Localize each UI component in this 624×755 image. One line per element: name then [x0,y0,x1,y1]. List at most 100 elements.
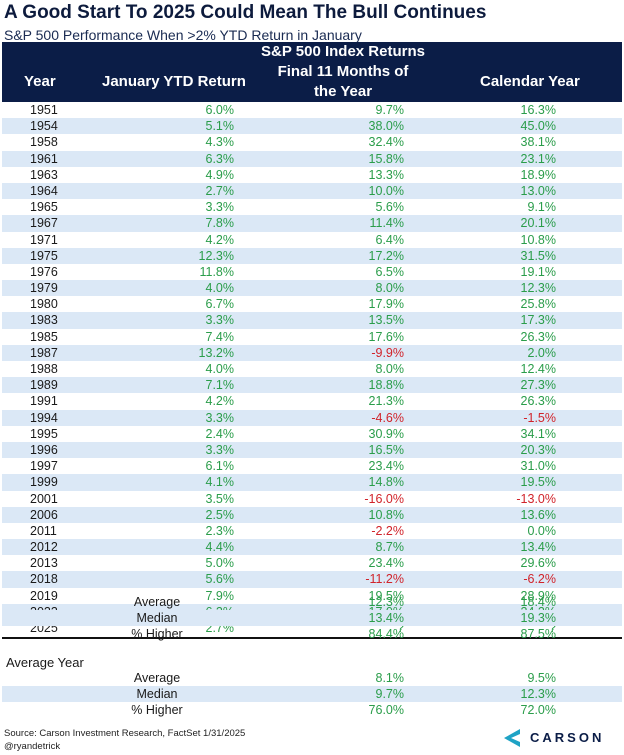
header-year: Year [24,73,56,90]
final-11-months-cell: 18.8% [368,378,404,393]
year-cell: 1963 [30,167,58,182]
january-return-cell: 2.4% [205,426,235,441]
header-group-line1: S&P 500 Index Returns [261,43,425,60]
year-cell: 1991 [30,394,58,409]
year-cell: 1999 [30,475,58,490]
final-11-months-cell: -4.6% [371,410,404,425]
january-return-cell: 3.3% [205,313,235,328]
table-row: 1951 6.0% 9.7% 16.3% [2,102,622,118]
year-cell: 1995 [30,426,58,441]
final-11-months-cell: 9.7% [375,103,405,117]
table-row: 2012 4.4% 8.7% 13.4% [2,539,622,556]
calendar-year-cell: 26.3% [520,329,556,344]
table-row: 2011 2.3% -2.2% 0.0% [2,523,622,539]
january-return-cell: 4.0% [205,362,235,376]
calendar-year-cell: -13.0% [516,491,556,506]
calendar-year-cell: 13.6% [520,507,556,522]
table-row: 1971 4.2% 6.4% 10.8% [2,232,622,248]
calendar-year-cell: 27.3% [520,378,556,393]
summary-calendar-value: 12.3% [520,687,556,701]
final-11-months-cell: 23.4% [368,459,404,474]
final-11-months-cell: 8.7% [375,540,405,555]
page-title: A Good Start To 2025 Could Mean The Bull… [4,2,487,23]
final-11-months-cell: 17.6% [368,329,404,344]
year-cell: 1989 [30,378,58,393]
table-row: 1991 4.2% 21.3% 26.3% [2,393,622,409]
year-cell: 1988 [30,362,58,376]
january-return-cell: 7.1% [205,378,235,393]
table-row: 1996 3.3% 16.5% 20.3% [2,441,622,459]
final-11-months-cell: 10.0% [368,183,404,198]
table-row: 1965 3.3% 5.6% 9.1% [2,199,622,215]
summary-final-11-value: 76.0% [368,703,404,717]
final-11-months-cell: 16.5% [368,442,404,457]
january-return-cell: 5.6% [205,572,235,587]
calendar-year-cell: 10.8% [520,232,556,247]
january-return-cell: 11.8% [199,264,234,279]
calendar-year-cell: 16.3% [520,103,556,117]
calendar-year-cell: -6.2% [523,572,556,587]
year-cell: 1985 [30,329,58,344]
final-11-months-cell: -16.0% [364,491,404,506]
summary-calendar-value: 18.4% [520,595,556,609]
summary-row: % Higher 76.0% 72.0% [2,702,622,718]
summary-calendar-value: 72.0% [520,703,556,717]
january-return-cell: 4.1% [205,475,235,490]
table-row: 1958 4.3% 32.4% 38.1% [2,134,622,150]
final-11-months-cell: -2.2% [371,523,404,538]
summary-label: % Higher [131,627,183,641]
calendar-year-cell: ? [549,621,556,635]
january-return-cell: 5.1% [205,119,235,134]
summary-row: Median 13.4% 19.3% [2,610,622,626]
calendar-year-cell: 26.3% [520,394,556,409]
returns-table: 1951 6.0% 9.7% 16.3% 1954 5.1% 38.0% 45.0% 1958 4… [2,102,622,636]
year-cell: 1987 [30,345,58,360]
calendar-year-cell: 38.1% [520,135,556,150]
final-11-months-cell: 5.6% [375,200,405,215]
january-return-cell: 12.3% [198,248,234,263]
header-january-ytd: January YTD Return [102,73,246,90]
year-cell: 1954 [30,119,58,134]
table-row: 1987 13.2% -9.9% 2.0% [2,344,622,361]
page-subtitle: S&P 500 Performance When >2% YTD Return … [4,27,362,43]
january-return-cell: 4.0% [205,281,235,296]
year-cell: 2006 [30,507,58,522]
summary-label: Median [136,611,178,625]
final-11-months-cell: 6.4% [375,232,405,247]
summary-calendar-value: 87.5% [520,627,556,641]
final-11-months-cell: 38.0% [368,119,404,134]
year-cell: 2012 [30,540,58,555]
calendar-year-cell: 9.1% [527,200,557,215]
summary-final-11-value: 84.4% [368,627,404,641]
january-return-cell: 6.1% [205,459,235,474]
table-row: 1954 5.1% 38.0% 45.0% [2,118,622,135]
year-cell: 2001 [30,491,58,506]
final-11-months-cell: 14.8% [368,475,404,490]
table-row: 1985 7.4% 17.6% 26.3% [2,329,622,345]
calendar-year-cell: 31.5% [520,248,556,263]
summary-final-11-value: 8.1% [375,671,405,685]
calendar-year-cell: 18.9% [520,167,556,182]
summary-label: Average [133,595,181,609]
final-11-months-cell: 21.3% [368,394,404,409]
calendar-year-cell: 25.8% [520,297,556,312]
table-row: 1979 4.0% 8.0% 12.3% [2,280,622,297]
january-return-cell: 6.7% [205,297,235,312]
table-row: 1999 4.1% 14.8% 19.5% [2,474,622,491]
year-cell: 2018 [30,572,58,587]
final-11-months-cell: 15.8% [368,151,404,166]
year-cell: 1979 [30,281,58,296]
table-row: 1983 3.3% 13.5% 17.3% [2,312,622,329]
calendar-year-cell: 20.1% [520,216,556,231]
final-11-months-cell: 32.4% [368,135,404,150]
january-return-cell: 2.3% [205,523,235,538]
final-11-months-cell: 8.0% [375,281,405,296]
january-return-cell: 7.8% [205,216,235,231]
summary-row: Average 8.1% 9.5% [2,670,622,686]
summary-final-11-value: 12.3% [368,595,404,609]
table-row: 2018 5.6% -11.2% -6.2% [2,571,622,588]
summary-row: % Higher 84.4% 87.5% [2,626,622,642]
table-row: 1989 7.1% 18.8% 27.3% [2,377,622,394]
table-row: 1975 12.3% 17.2% 31.5% [2,247,622,264]
calendar-year-cell: 31.0% [520,459,556,474]
